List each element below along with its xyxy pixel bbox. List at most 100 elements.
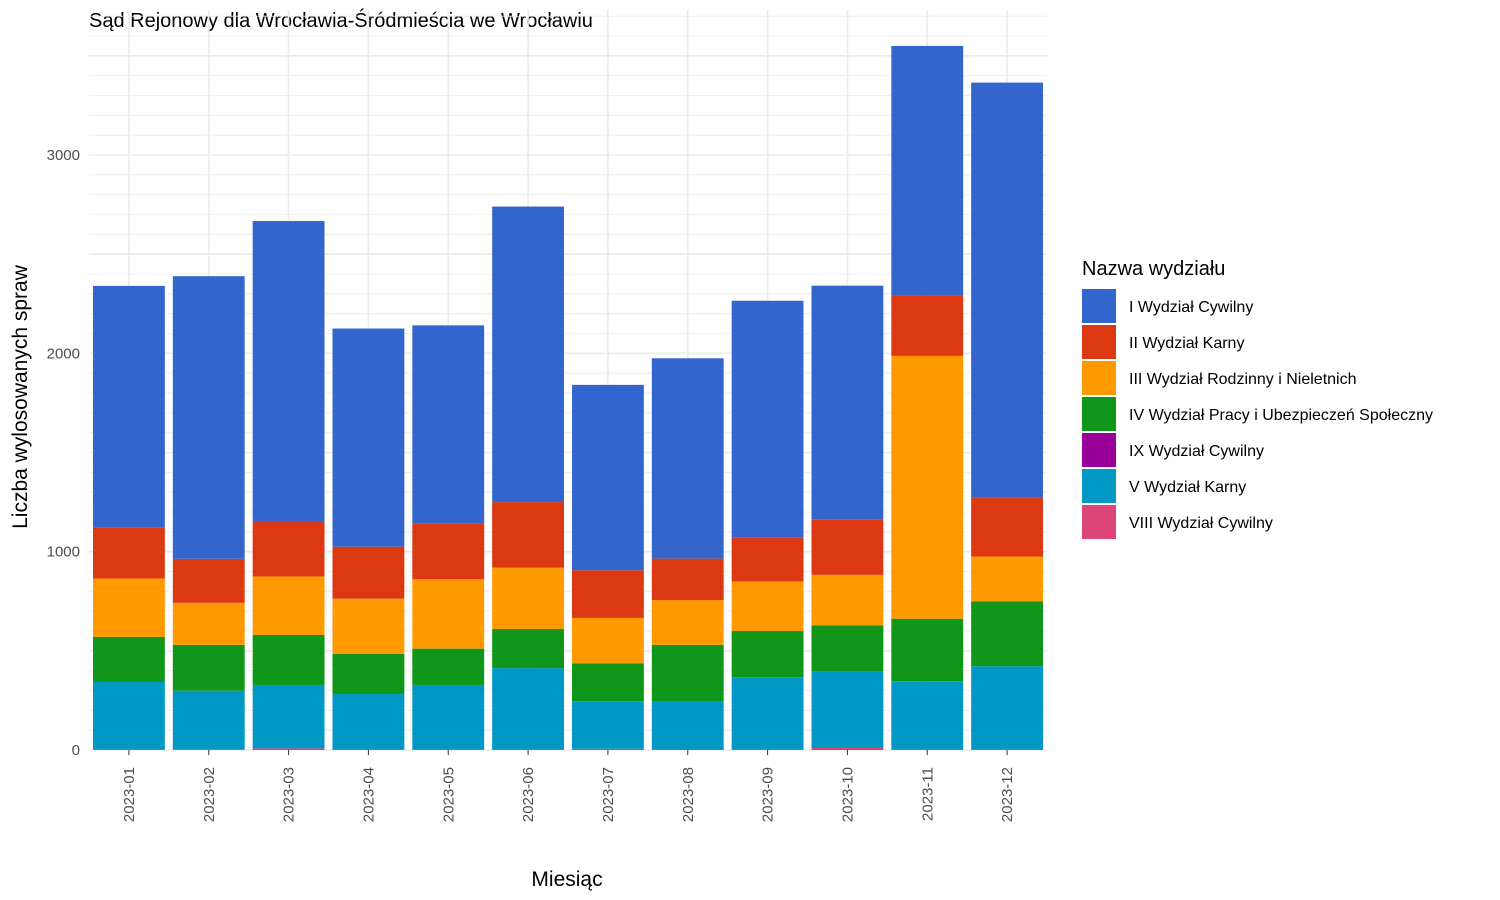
x-tick-label: 2023-07 (600, 767, 617, 822)
bar-segment (571, 570, 644, 618)
bar-segment (731, 631, 804, 678)
bar-segment (412, 749, 485, 750)
legend-swatch (1082, 397, 1116, 431)
legend-label: IV Wydział Pracy i Ubezpieczeń Społeczny (1129, 407, 1433, 424)
bar-segment (172, 690, 245, 750)
x-tick-label: 2023-12 (999, 767, 1016, 822)
bar-segment (252, 521, 325, 577)
bar-segment (492, 749, 565, 750)
bar-segment (651, 558, 724, 601)
bar-segment (332, 328, 405, 547)
bar-segment (252, 221, 325, 522)
bar-segment (811, 671, 884, 749)
y-axis-title: Liczba wylosowanych spraw (9, 264, 32, 529)
x-tick-label: 2023-06 (520, 767, 537, 822)
bar-segment (891, 355, 964, 619)
bar-segment (571, 748, 644, 750)
bar-segment (971, 601, 1044, 667)
x-axis-ticks: 2023-01 2023-02 2023-03 2023-04 2023-05 2023-… (121, 750, 1016, 822)
bar-segment (731, 581, 804, 631)
bar-segment (332, 546, 405, 599)
bar-segment (651, 749, 724, 750)
x-tick-label: 2023-01 (121, 767, 138, 822)
bar-segment (92, 285, 165, 528)
legend-label: V Wydział Karny (1129, 479, 1246, 496)
bar-segment (971, 497, 1044, 557)
legend-swatch (1082, 361, 1116, 395)
legend-label: I Wydział Cywilny (1129, 299, 1253, 316)
x-tick-label: 2023-03 (281, 767, 298, 822)
bar-segment (412, 325, 485, 524)
bar-segment (731, 537, 804, 582)
bar-segment (651, 701, 724, 750)
y-tick-label: 3000 (47, 147, 80, 164)
legend-swatch (1082, 289, 1116, 323)
bar-segment (492, 502, 565, 568)
bar-segment (811, 748, 884, 750)
legend-label: VIII Wydział Cywilny (1129, 515, 1273, 532)
bar-segment (571, 701, 644, 749)
bar-segment (811, 519, 884, 575)
x-tick-label: 2023-02 (201, 767, 218, 822)
legend-swatch (1082, 469, 1116, 503)
bar-segment (332, 653, 405, 695)
bar-segment (92, 681, 165, 750)
bar-segment (571, 384, 644, 571)
bar-segment (172, 644, 245, 691)
legend-title: Nazwa wydziału (1082, 258, 1225, 280)
y-tick-label: 2000 (47, 345, 80, 362)
bar-segment (651, 600, 724, 645)
legend-label: IX Wydział Cywilny (1129, 443, 1264, 460)
x-tick-label: 2023-08 (680, 767, 697, 822)
legend-swatch (1082, 433, 1116, 467)
bar-segment (731, 677, 804, 750)
bar-segment (412, 684, 485, 750)
bar-segment (252, 684, 325, 749)
bars-layer (92, 45, 1044, 750)
legend-label: II Wydział Karny (1129, 335, 1244, 352)
bar-segment (651, 644, 724, 702)
y-tick-label: 1000 (47, 544, 80, 561)
bar-segment (172, 276, 245, 559)
bar-segment (971, 556, 1044, 602)
bar-segment (811, 625, 884, 672)
bar-segment (651, 358, 724, 559)
legend-swatch (1082, 505, 1116, 539)
x-tick-label: 2023-11 (919, 767, 936, 821)
bar-segment (731, 300, 804, 538)
bar-segment (172, 602, 245, 645)
bar-segment (252, 634, 325, 685)
bar-segment (412, 523, 485, 580)
bar-segment (492, 668, 565, 750)
legend: I Wydział Cywilny II Wydział Karny III Wyd… (1082, 289, 1433, 539)
bar-segment (172, 749, 245, 750)
bar-segment (492, 629, 565, 669)
x-tick-label: 2023-10 (839, 767, 856, 822)
bar-segment (891, 45, 964, 296)
bar-segment (412, 648, 485, 685)
x-tick-label: 2023-04 (360, 767, 377, 822)
bar-segment (492, 206, 565, 503)
y-axis-ticks: 0 1000 2000 3000 (47, 147, 80, 759)
bar-segment (92, 527, 165, 579)
bar-segment (92, 636, 165, 682)
bar-segment (571, 617, 644, 664)
legend-label: III Wydział Rodzinny i Nieletnich (1129, 371, 1357, 388)
bar-segment (412, 579, 485, 649)
x-tick-label: 2023-05 (440, 767, 457, 822)
bar-segment (492, 567, 565, 630)
bar-segment (252, 576, 325, 635)
y-tick-label: 0 (72, 742, 80, 759)
x-tick-label: 2023-09 (760, 767, 777, 822)
bar-segment (571, 663, 644, 702)
bar-segment (92, 749, 165, 750)
bar-segment (891, 295, 964, 356)
legend-swatch (1082, 325, 1116, 359)
bar-segment (811, 574, 884, 626)
bar-segment (332, 694, 405, 750)
bar-segment (971, 666, 1044, 750)
bar-segment (891, 681, 964, 750)
bar-segment (332, 598, 405, 654)
bar-segment (891, 618, 964, 682)
